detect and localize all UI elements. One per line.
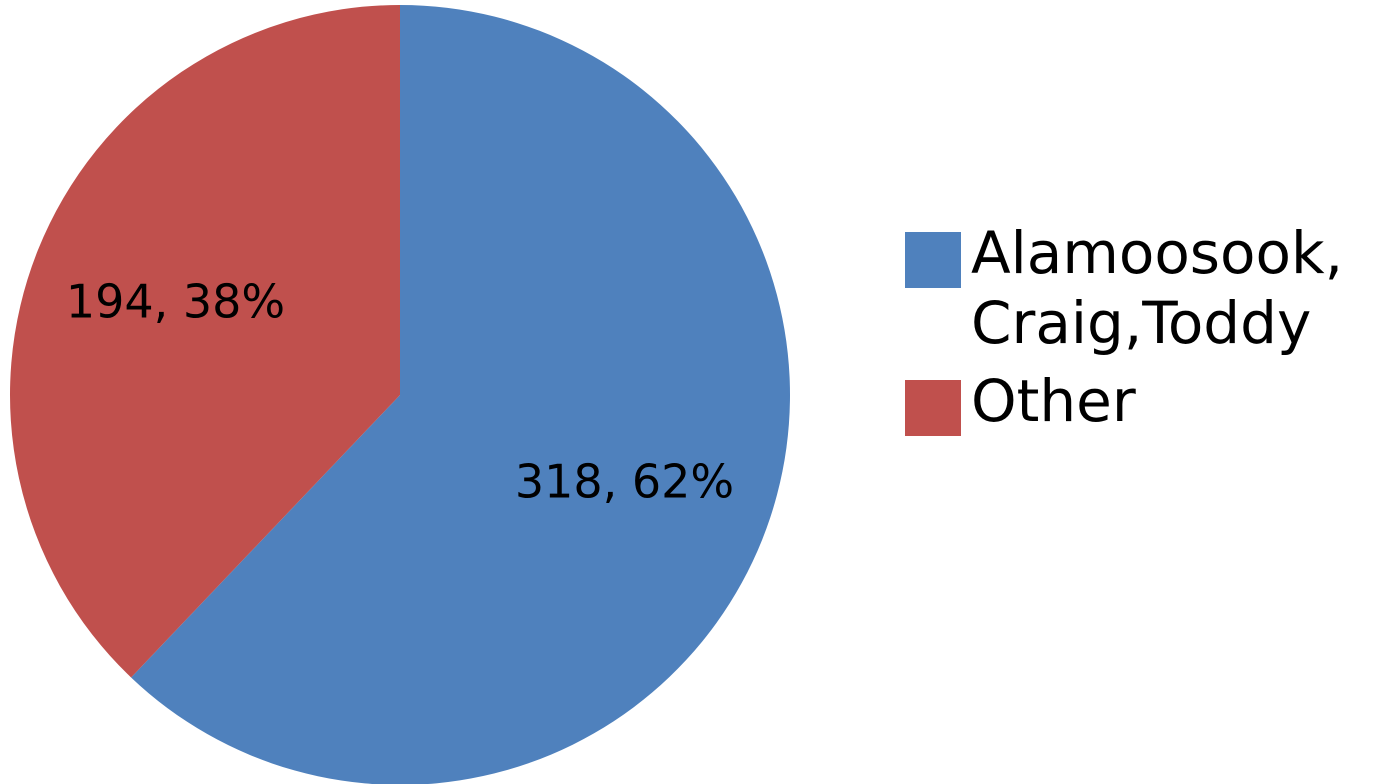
legend-label-alamoosook: Alamoosook, Craig,Toddy xyxy=(971,219,1344,357)
legend-label-other: Other xyxy=(971,367,1136,435)
legend-swatch-other xyxy=(905,380,961,436)
pie-slice-0 xyxy=(131,5,790,784)
legend-swatch-alamoosook xyxy=(905,232,961,288)
legend-item-alamoosook: Alamoosook, Craig,Toddy xyxy=(905,218,1375,358)
legend-item-other: Other xyxy=(905,366,1375,436)
pie-slice-label-0: 318, 62% xyxy=(515,454,734,508)
pie-slice-1 xyxy=(9,5,401,678)
pie-slice-label-1: 194, 38% xyxy=(66,275,285,329)
legend: Alamoosook, Craig,Toddy Other xyxy=(905,218,1375,444)
